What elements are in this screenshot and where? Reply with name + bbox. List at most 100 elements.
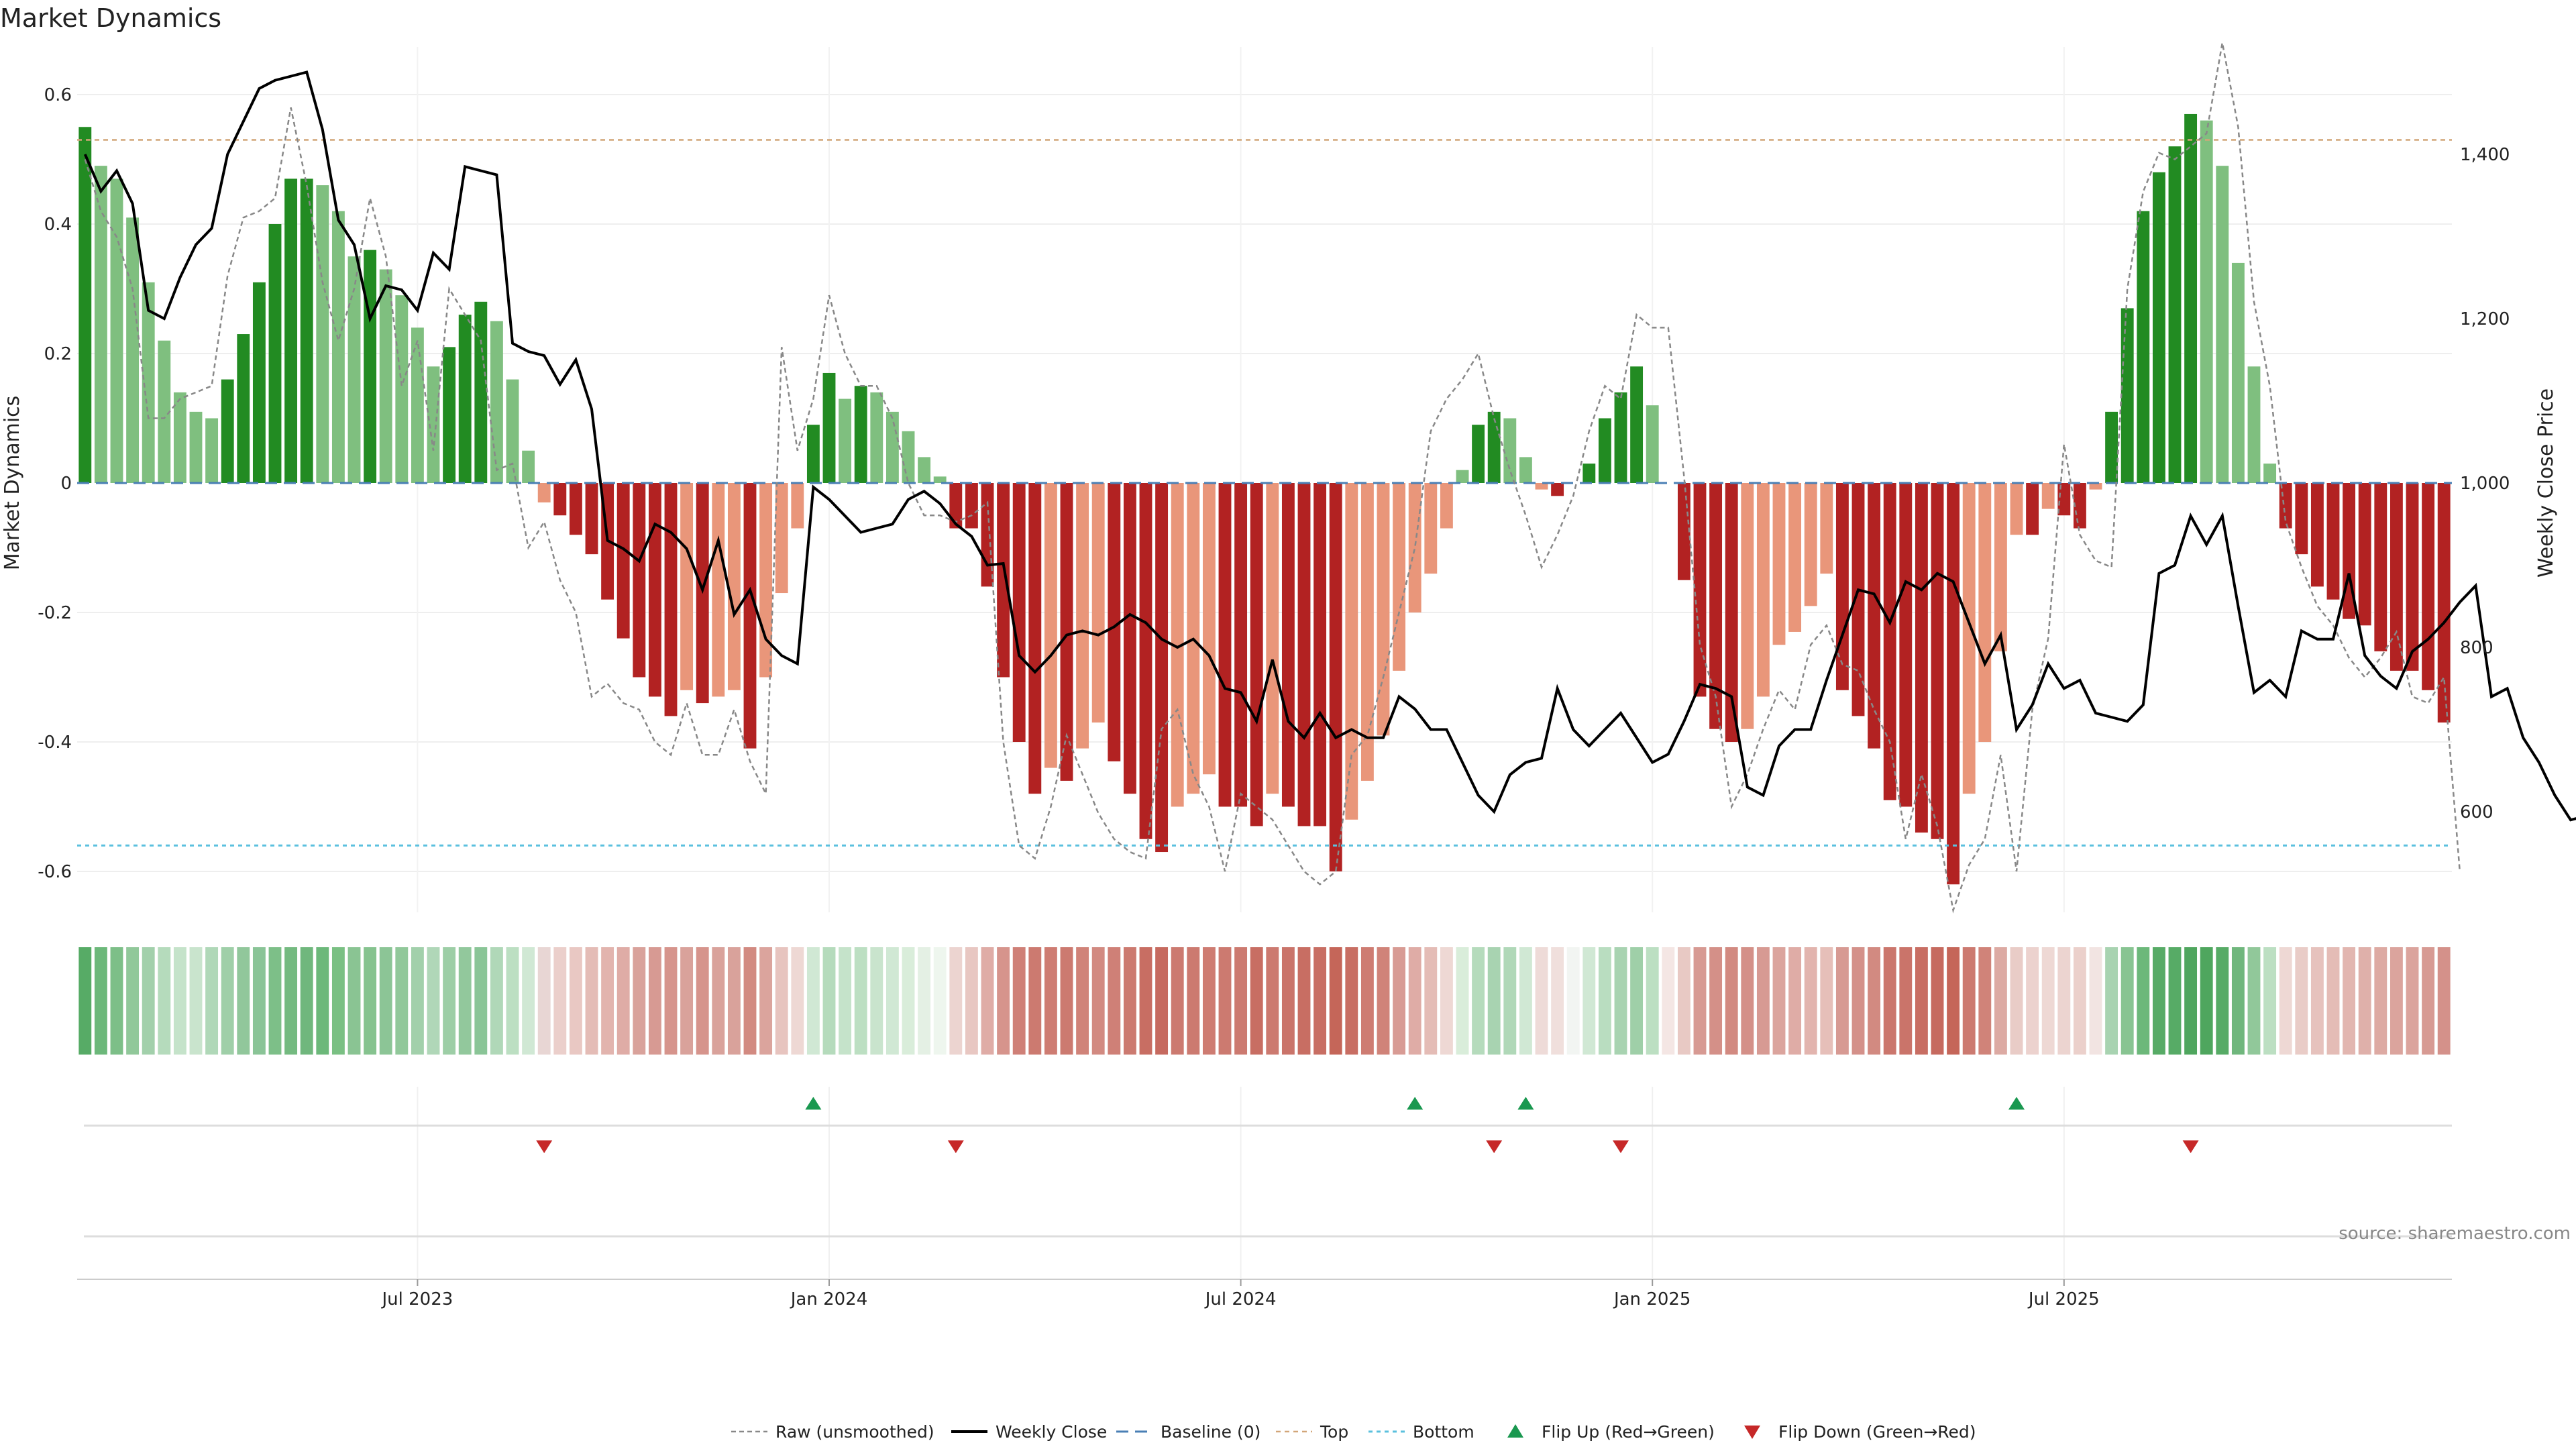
regime-cell	[1962, 947, 1976, 1055]
regime-cell	[94, 947, 107, 1055]
regime-cell	[1139, 947, 1152, 1055]
md-bar	[839, 398, 852, 483]
md-bar	[1535, 483, 1548, 490]
legend-label: Flip Up (Red→Green)	[1542, 1422, 1715, 1442]
md-bar	[1028, 483, 1042, 794]
x-tick-label: Jan 2024	[790, 1289, 868, 1309]
x-tick-label: Jul 2023	[380, 1289, 453, 1309]
md-bar	[965, 483, 978, 529]
md-bar	[1582, 464, 1596, 483]
regime-cell	[316, 947, 329, 1055]
regime-cell	[1883, 947, 1896, 1055]
md-bar	[1202, 483, 1216, 775]
regime-cell	[126, 947, 140, 1055]
md-bar	[902, 431, 915, 483]
md-bar	[1360, 483, 1374, 781]
md-bar	[1868, 483, 1881, 749]
regime-cell	[1155, 947, 1169, 1055]
flip-up-marker	[805, 1097, 822, 1110]
md-bar	[1218, 483, 1232, 807]
md-bar	[1772, 483, 1786, 645]
md-bar	[379, 269, 392, 483]
md-bar	[1060, 483, 1073, 781]
legend-swatch	[1507, 1424, 1523, 1438]
md-bar	[347, 256, 361, 483]
regime-cell	[78, 947, 92, 1055]
legend-label: Weekly Close	[996, 1422, 1107, 1442]
md-bar	[918, 457, 931, 483]
regime-cell	[427, 947, 440, 1055]
regime-cell	[347, 947, 361, 1055]
md-bar	[2374, 483, 2387, 651]
regime-cell	[2216, 947, 2229, 1055]
y-left-tick-label: 0	[60, 474, 72, 494]
regime-cell	[696, 947, 709, 1055]
regime-cell	[2200, 947, 2213, 1055]
md-bar	[1297, 483, 1311, 826]
regime-cell	[395, 947, 409, 1055]
flip-up-marker	[2008, 1097, 2025, 1110]
regime-cell	[110, 947, 123, 1055]
y-left-tick-label: -0.6	[38, 862, 72, 882]
md-bar	[2295, 483, 2308, 555]
regime-cell	[1408, 947, 1421, 1055]
md-bar	[569, 483, 582, 535]
md-bar	[791, 483, 804, 529]
md-bar	[537, 483, 551, 502]
md-bar	[331, 211, 345, 483]
md-bar	[1345, 483, 1358, 820]
regime-cell	[933, 947, 947, 1055]
regime-cell	[252, 947, 266, 1055]
regime-cell	[1012, 947, 1026, 1055]
regime-cell	[189, 947, 203, 1055]
md-bar	[1108, 483, 1121, 761]
regime-cell	[443, 947, 456, 1055]
md-bar	[2247, 366, 2261, 483]
md-bar	[553, 483, 567, 516]
flip-down-marker	[947, 1140, 964, 1153]
md-bar	[364, 250, 377, 483]
regime-cell	[1820, 947, 1833, 1055]
regime-cell	[2422, 947, 2435, 1055]
md-bar	[395, 295, 409, 483]
md-bar	[284, 178, 298, 483]
md-bar	[1393, 483, 1406, 671]
md-bar	[997, 483, 1010, 678]
flip-down-marker	[2182, 1140, 2199, 1153]
regime-cell	[1598, 947, 1611, 1055]
regime-cell	[2089, 947, 2102, 1055]
md-bar	[237, 334, 250, 483]
regime-cell	[142, 947, 155, 1055]
regime-cell	[1693, 947, 1707, 1055]
regime-cell	[1076, 947, 1089, 1055]
regime-cell	[1614, 947, 1627, 1055]
regime-cell	[1566, 947, 1580, 1055]
y-right-tick-label: 1,400	[2460, 145, 2510, 165]
regime-cell	[1646, 947, 1659, 1055]
regime-cell	[458, 947, 472, 1055]
md-bar	[743, 483, 757, 749]
md-bar	[1377, 483, 1390, 736]
regime-cell	[1234, 947, 1248, 1055]
md-bar	[490, 321, 503, 483]
regime-cell	[1393, 947, 1406, 1055]
regime-cell	[1345, 947, 1358, 1055]
md-bar	[1630, 366, 1644, 483]
md-bar	[616, 483, 630, 639]
regime-cell	[379, 947, 392, 1055]
md-bar	[1091, 483, 1105, 723]
md-bar	[1551, 483, 1564, 496]
regime-cell	[1756, 947, 1770, 1055]
md-bar	[775, 483, 788, 594]
md-bar	[1519, 457, 1532, 483]
regime-cell	[1266, 947, 1279, 1055]
regime-cell	[158, 947, 171, 1055]
md-bar	[1456, 470, 1469, 483]
regime-cell	[1171, 947, 1184, 1055]
regime-cell	[822, 947, 836, 1055]
y-right-tick-label: 1,000	[2460, 474, 2510, 494]
md-bar	[2422, 483, 2435, 690]
md-bar	[1741, 483, 1754, 729]
md-bar	[2200, 120, 2213, 484]
md-bar	[1281, 483, 1295, 807]
